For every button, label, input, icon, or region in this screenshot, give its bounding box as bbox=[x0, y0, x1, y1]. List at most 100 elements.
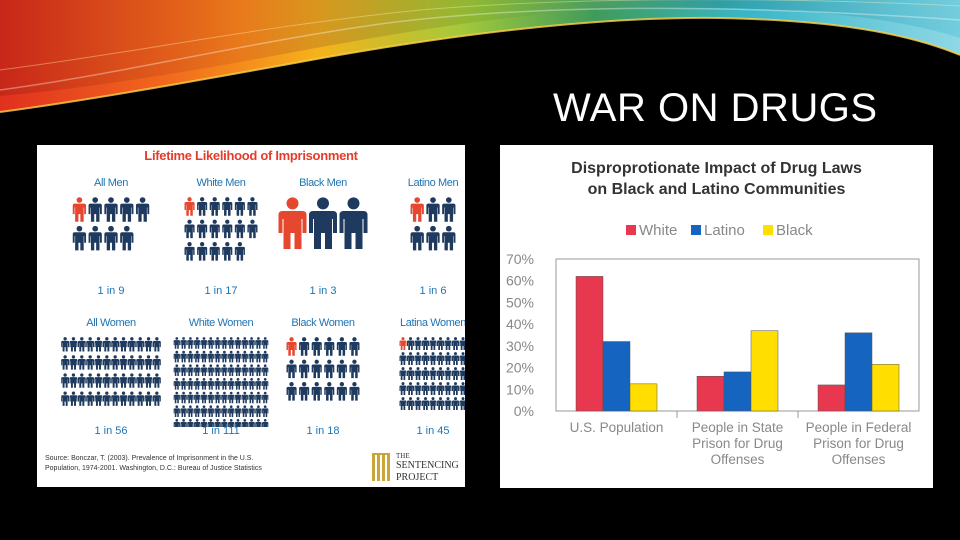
person-icon bbox=[222, 197, 233, 216]
bar-white bbox=[575, 276, 604, 412]
person-icon bbox=[399, 367, 407, 380]
person-icon bbox=[187, 391, 194, 404]
person-icon bbox=[311, 382, 322, 401]
person-icon bbox=[444, 337, 452, 350]
panel-label: White Women bbox=[188, 317, 254, 329]
person-icon bbox=[262, 364, 269, 376]
person-icon bbox=[452, 337, 459, 350]
person-icon bbox=[214, 405, 221, 417]
person-icon bbox=[452, 397, 459, 410]
legend-swatch bbox=[691, 225, 701, 235]
person-icon bbox=[187, 378, 194, 390]
columns-icon bbox=[372, 453, 390, 481]
person-icon bbox=[94, 391, 103, 406]
person-icon bbox=[180, 418, 187, 427]
person-icon bbox=[200, 391, 208, 404]
person-icon bbox=[262, 418, 269, 427]
bar-latino bbox=[844, 332, 873, 412]
person-icon bbox=[459, 337, 465, 350]
panel-label: Black Men bbox=[299, 177, 347, 189]
person-icon bbox=[241, 350, 248, 363]
figure-grid bbox=[410, 197, 456, 251]
chart-title: Disproprotionate Impact of Drug Laws on … bbox=[500, 158, 933, 200]
person-icon bbox=[144, 337, 153, 352]
x-category-label: People in Federal bbox=[806, 420, 912, 435]
person-icon bbox=[410, 225, 424, 251]
person-icon bbox=[429, 367, 437, 380]
legend-label: Latino bbox=[704, 222, 745, 239]
person-icon bbox=[248, 337, 255, 349]
person-icon bbox=[459, 352, 465, 365]
person-icon bbox=[437, 337, 444, 350]
y-tick-label: 50% bbox=[506, 294, 534, 310]
person-icon bbox=[119, 337, 128, 352]
person-icon bbox=[324, 382, 335, 401]
person-icon bbox=[414, 397, 422, 410]
person-icon bbox=[422, 337, 429, 350]
person-icon bbox=[247, 219, 258, 239]
person-icon bbox=[429, 397, 437, 410]
person-icon bbox=[119, 391, 128, 406]
person-icon bbox=[336, 382, 347, 401]
person-icon bbox=[86, 355, 95, 370]
person-icon bbox=[339, 197, 368, 249]
decorative-wave-banner bbox=[0, 0, 960, 113]
person-icon bbox=[228, 350, 235, 363]
bar-black bbox=[871, 364, 900, 412]
person-icon bbox=[197, 242, 208, 261]
person-icon bbox=[136, 355, 145, 370]
source-line-1: Source: Bonczar, T. (2003). Prevalence o… bbox=[45, 455, 254, 462]
person-icon bbox=[194, 391, 201, 404]
panel-black-women: Black Women 1 in 18 bbox=[273, 317, 373, 437]
person-icon bbox=[241, 337, 248, 349]
person-icon bbox=[69, 355, 78, 370]
person-icon bbox=[349, 382, 360, 401]
person-icon bbox=[184, 197, 195, 216]
person-icon bbox=[299, 359, 310, 379]
person-icon bbox=[94, 337, 103, 352]
person-icon bbox=[102, 337, 111, 352]
person-icon bbox=[102, 391, 111, 406]
panel-latina-women: Latina Women 1 in 45 bbox=[383, 317, 465, 437]
person-icon bbox=[127, 391, 136, 406]
x-category-label: Offenses bbox=[832, 452, 886, 467]
person-icon bbox=[248, 405, 255, 417]
person-icon bbox=[102, 373, 111, 388]
panel-ratio: 1 in 9 bbox=[97, 285, 125, 297]
person-icon bbox=[422, 397, 429, 410]
person-icon bbox=[234, 418, 242, 427]
person-icon bbox=[173, 364, 180, 376]
person-icon bbox=[407, 367, 414, 380]
bar-latino bbox=[723, 371, 752, 412]
panel-ratio: 1 in 56 bbox=[94, 425, 128, 437]
person-icon bbox=[255, 391, 262, 404]
person-icon bbox=[77, 373, 86, 388]
person-icon bbox=[248, 364, 255, 376]
logo-sentencing: SENTENCING bbox=[396, 460, 459, 471]
person-icon bbox=[207, 350, 214, 363]
x-category-label: Prison for Drug bbox=[813, 436, 904, 451]
person-icon bbox=[127, 373, 136, 388]
person-icon bbox=[262, 405, 269, 417]
x-category-label: Prison for Drug bbox=[692, 436, 783, 451]
panel-white-men: White Men 1 in 17 bbox=[171, 177, 271, 297]
person-icon bbox=[422, 382, 429, 395]
person-icon bbox=[144, 391, 153, 406]
person-icon bbox=[214, 364, 221, 376]
panel-ratio: 1 in 6 bbox=[419, 285, 447, 297]
person-icon bbox=[180, 378, 187, 390]
person-icon bbox=[173, 350, 180, 363]
panel-black-men: Black Men 1 in 3 bbox=[273, 177, 373, 297]
x-category-label: U.S. Population bbox=[570, 420, 664, 435]
person-icon bbox=[407, 352, 414, 365]
person-icon bbox=[444, 352, 452, 365]
panel-label: White Men bbox=[196, 177, 246, 189]
person-icon bbox=[286, 359, 297, 379]
panel-latino-men: Latino Men 1 in 6 bbox=[383, 177, 465, 297]
person-icon bbox=[214, 391, 221, 404]
person-icon bbox=[187, 405, 194, 417]
person-icon bbox=[234, 350, 242, 363]
person-icon bbox=[86, 391, 95, 406]
person-icon bbox=[94, 373, 103, 388]
person-icon bbox=[255, 418, 262, 427]
